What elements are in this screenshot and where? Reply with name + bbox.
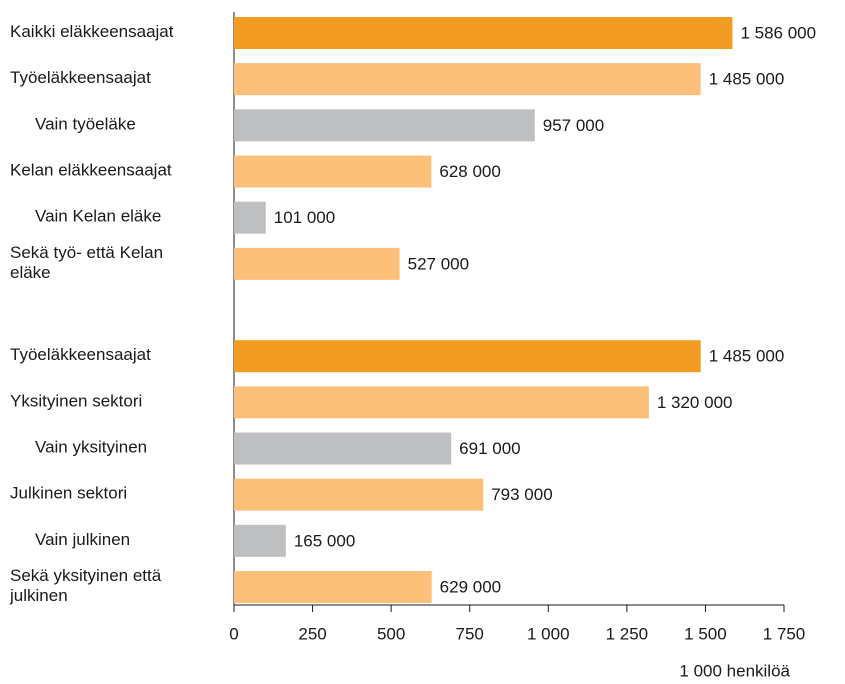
value-label: 793 000 <box>491 485 552 504</box>
y-tick-label: Julkinen sektori <box>10 484 127 503</box>
x-tick-label: 500 <box>377 624 405 643</box>
x-tick-label: 1 500 <box>684 624 727 643</box>
value-label: 527 000 <box>408 254 469 273</box>
y-tick-label: Sekä yksityinen että julkinen <box>9 567 162 606</box>
value-label: 1 485 000 <box>709 347 785 366</box>
bar <box>234 571 432 604</box>
x-axis-label: 1 000 henkilöä <box>679 661 790 680</box>
bar <box>234 155 432 188</box>
bar <box>234 247 400 280</box>
bar <box>234 17 733 49</box>
y-tick-label: Vain Kelan eläke <box>35 207 161 226</box>
bar <box>234 432 452 465</box>
value-label: 1 485 000 <box>709 70 785 89</box>
x-tick-label: 0 <box>229 624 238 643</box>
bar <box>234 63 701 96</box>
value-label: 691 000 <box>459 439 520 458</box>
x-tick-label: 750 <box>456 624 484 643</box>
x-tick-label: 1 000 <box>527 624 570 643</box>
x-tick-label: 250 <box>298 624 326 643</box>
bar <box>234 524 286 557</box>
bar <box>234 478 484 511</box>
value-label: 165 000 <box>294 531 355 550</box>
y-tick-label: Kelan eläkkeensaajat <box>10 161 172 180</box>
value-label: 101 000 <box>274 208 335 227</box>
value-label: 628 000 <box>439 162 500 181</box>
y-tick-label: Vain työeläke <box>35 115 136 134</box>
y-tick-label: Kaikki eläkkeensaajat <box>10 22 174 41</box>
x-tick-label: 1 250 <box>606 624 649 643</box>
value-label: 1 586 000 <box>740 23 816 42</box>
y-tick-label: Yksityinen sektori <box>10 392 142 411</box>
value-label: 629 000 <box>440 578 501 597</box>
value-label: 957 000 <box>543 116 604 135</box>
value-label: 1 320 000 <box>657 393 733 412</box>
bar <box>234 201 266 234</box>
bar <box>234 386 649 419</box>
bar <box>234 340 701 373</box>
y-tick-label: Työeläkkeensaajat <box>10 346 151 365</box>
y-tick-label: Vain julkinen <box>35 530 130 549</box>
y-tick-label: Työeläkkeensaajat <box>10 69 151 88</box>
y-tick-label: Sekä työ- että Kelan eläke <box>10 243 163 282</box>
x-tick-label: 1 750 <box>763 624 806 643</box>
y-tick-label: Vain yksityinen <box>35 438 147 457</box>
bar <box>234 109 535 142</box>
